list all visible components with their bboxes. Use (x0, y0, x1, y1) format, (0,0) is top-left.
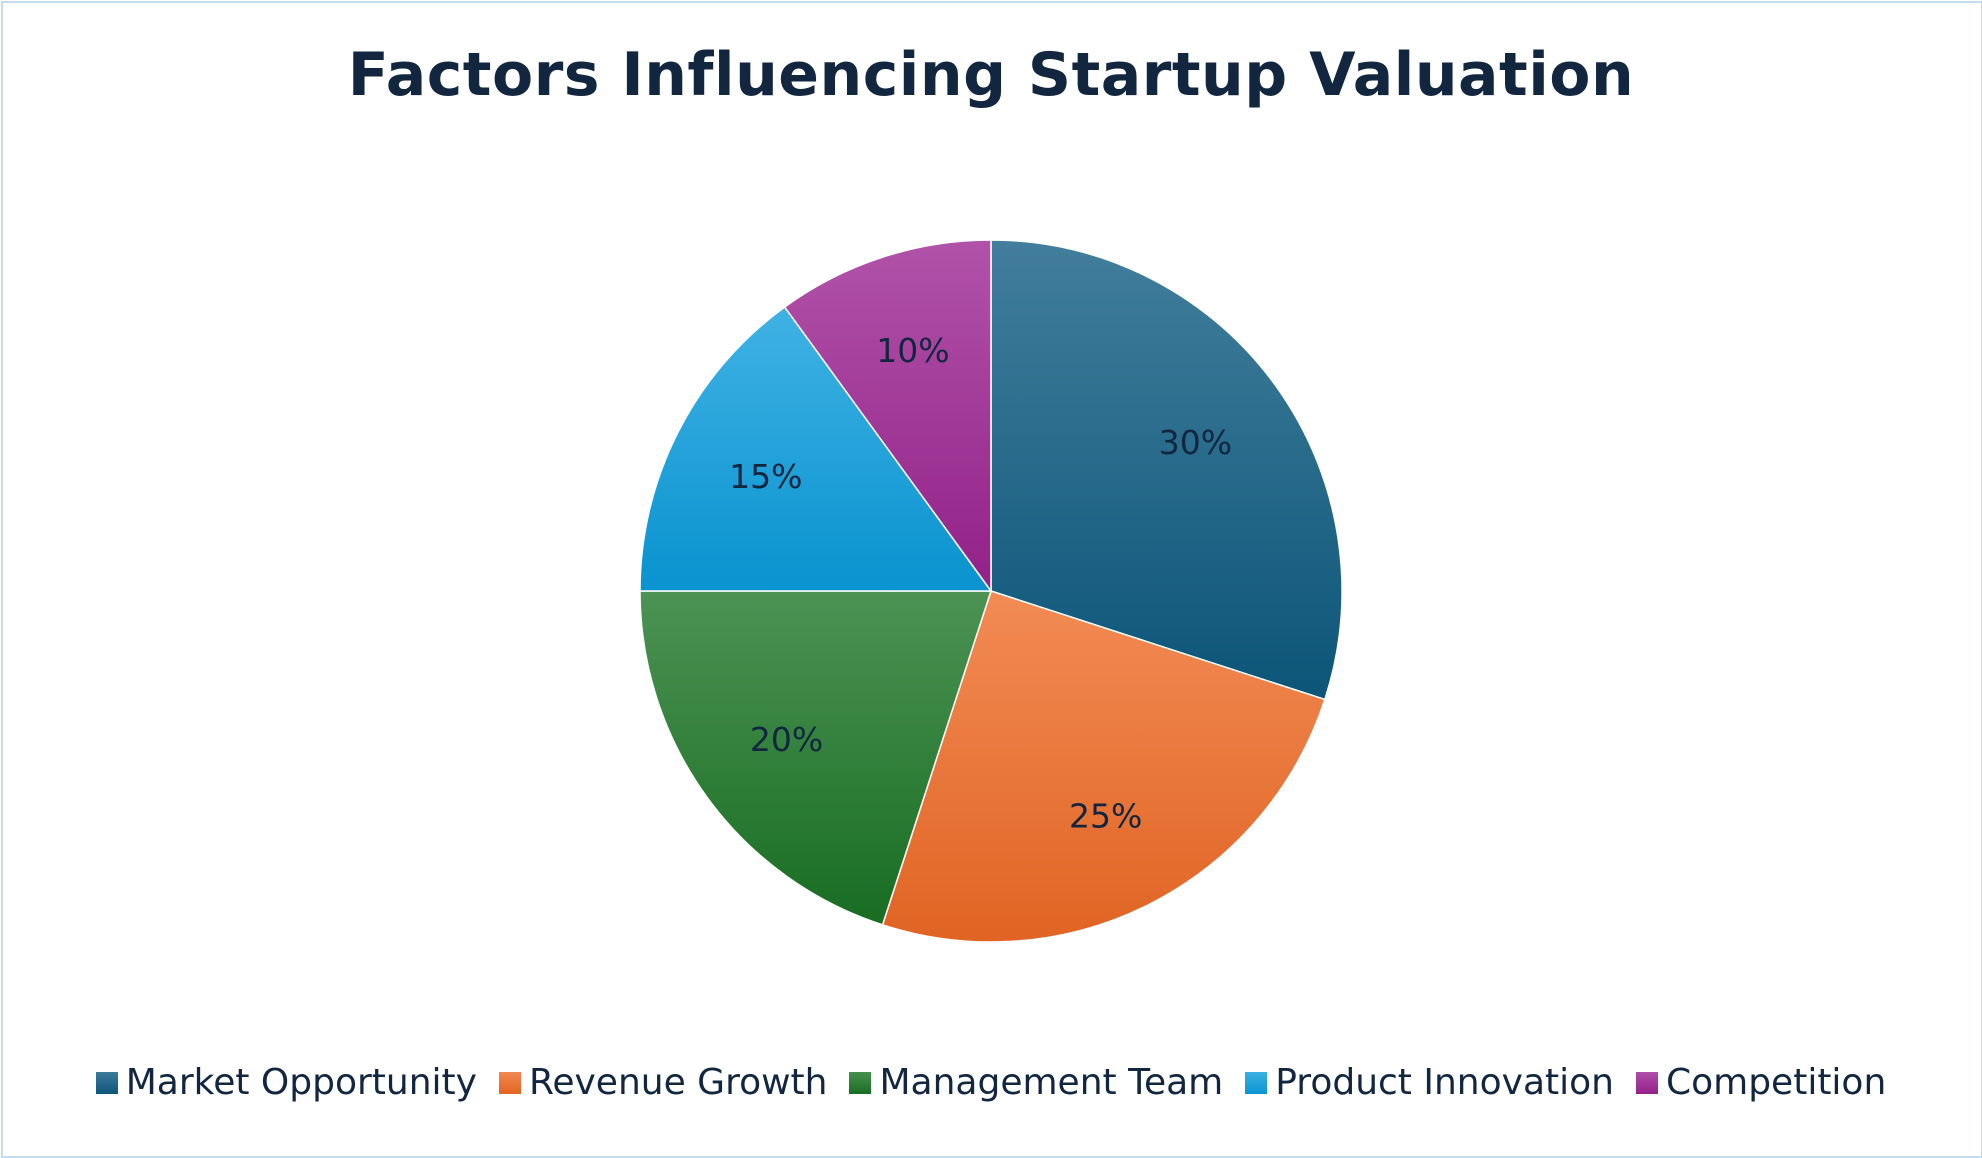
legend-swatch (498, 1071, 521, 1094)
data-label-revenue-growth: 25% (1069, 797, 1142, 836)
legend-item-market-opportunity: Market Opportunity (95, 1062, 477, 1103)
legend-label: Management Team (879, 1062, 1224, 1103)
legend-label: Product Innovation (1275, 1062, 1614, 1103)
legend-swatch (849, 1071, 872, 1094)
legend-item-revenue-growth: Revenue Growth (498, 1062, 828, 1103)
pie-slice-market-opportunity (990, 239, 1343, 701)
legend-label: Market Opportunity (125, 1062, 477, 1103)
pie-slice-competition (783, 239, 992, 594)
chart-title: Factors Influencing Startup Valuation (347, 40, 1635, 110)
data-label-competition: 10% (876, 331, 949, 370)
legend-label: Revenue Growth (528, 1062, 828, 1103)
pie-slice-management-team (639, 590, 993, 926)
legend-swatch (95, 1071, 118, 1094)
legend-label: Competition (1665, 1062, 1887, 1103)
data-label-management-team: 20% (750, 720, 823, 759)
data-label-market-opportunity: 30% (1159, 423, 1232, 462)
legend-swatch (1635, 1071, 1658, 1094)
legend-item-management-team: Management Team (849, 1062, 1223, 1103)
legend-swatch (1245, 1071, 1268, 1094)
data-label-product-innovation: 15% (729, 457, 802, 496)
legend-item-product-innovation: Product Innovation (1245, 1062, 1614, 1103)
pie-slice-product-innovation (639, 305, 993, 592)
pie-slice-revenue-growth (881, 590, 1326, 943)
chart-legend: Market Opportunity Revenue Growth Manageme… (0, 1062, 1982, 1103)
legend-item-competition: Competition (1635, 1062, 1887, 1103)
